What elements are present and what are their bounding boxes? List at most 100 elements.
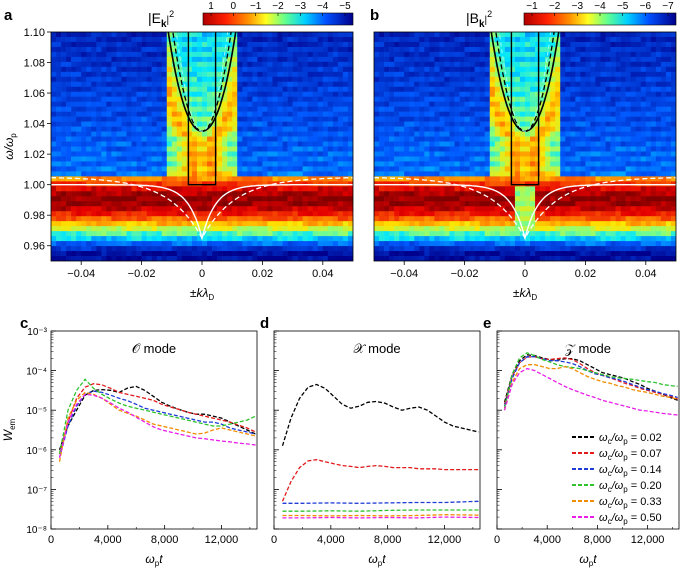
heat-cell (56, 121, 62, 127)
heat-cell (307, 221, 314, 227)
heat-cell (630, 201, 637, 207)
heat-cell (389, 61, 395, 68)
heat-cell (459, 51, 465, 58)
heat-cell (555, 61, 561, 68)
heat-cell (287, 231, 293, 237)
heat-cell (399, 186, 405, 192)
heat-cell (322, 141, 329, 147)
heat-cell (141, 216, 147, 222)
heat-cell (277, 201, 283, 207)
heat-cell (464, 76, 470, 83)
heat-cell (429, 121, 435, 127)
heat-cell (327, 146, 334, 152)
heat-cell (297, 236, 303, 242)
heat-cell (322, 246, 329, 252)
heat-cell (282, 206, 288, 212)
heat-cell (389, 96, 395, 102)
heat-cell (404, 126, 410, 132)
heat-cell (545, 32, 551, 38)
heat-cell (171, 121, 178, 127)
heat-cell (605, 116, 611, 122)
heat-cell (247, 201, 253, 207)
heat-cell (384, 61, 390, 68)
heat-cell (424, 176, 430, 182)
heat-cell (166, 141, 173, 147)
colorbar-label-a: |Ek|2 (148, 9, 174, 30)
heat-cell (665, 76, 672, 83)
heat-cell (51, 196, 57, 202)
heat-cell (171, 141, 178, 147)
heat-cell (136, 161, 142, 167)
heat-cell (71, 51, 77, 58)
heat-cell (86, 56, 92, 63)
heat-cell (81, 96, 87, 102)
heat-cell (116, 101, 122, 107)
heat-cell (394, 56, 400, 63)
heat-cell (227, 106, 233, 112)
heat-cell (257, 126, 263, 132)
x-tick-label: 0 (199, 268, 205, 280)
heat-cell (111, 241, 117, 247)
heat-cell (161, 166, 168, 172)
heat-cell (272, 206, 278, 212)
heat-cell (101, 166, 107, 172)
heat-cell (514, 156, 521, 162)
heat-cell (81, 101, 87, 107)
heat-cell (287, 206, 293, 212)
heat-cell (287, 71, 293, 78)
heat-cell (86, 36, 92, 43)
heat-cell (332, 176, 339, 182)
heat-cell (242, 126, 248, 132)
heat-cell (317, 32, 324, 38)
heat-cell (61, 71, 67, 78)
heat-cell (514, 86, 521, 93)
heat-cell (71, 121, 77, 127)
heat-cell (186, 171, 193, 177)
heat-cell (247, 61, 253, 68)
heat-cell (181, 51, 188, 58)
heat-cell (590, 176, 596, 182)
heat-cell (307, 51, 314, 58)
heat-cell (474, 101, 480, 107)
heat-cell (555, 141, 561, 147)
heat-cell (207, 146, 213, 152)
heat-cell (645, 116, 652, 122)
heat-cell (429, 61, 435, 68)
heat-cell (590, 146, 596, 152)
heat-cell (56, 111, 62, 117)
heat-cell (161, 196, 168, 202)
heat-cell (86, 201, 92, 207)
heat-cell (535, 66, 541, 73)
heat-cell (550, 181, 556, 187)
heat-cell (121, 111, 127, 117)
heat-cell (196, 56, 203, 63)
heat-cell (454, 41, 460, 48)
heat-cell (414, 61, 420, 68)
heat-cell (414, 91, 420, 98)
heat-cell (660, 191, 667, 197)
heat-cell (404, 71, 410, 78)
heat-cell (191, 196, 198, 202)
heat-cell (176, 51, 183, 58)
heat-cell (337, 221, 344, 227)
heat-cell (565, 41, 571, 48)
heat-cell (96, 156, 102, 162)
heat-cell (101, 256, 107, 261)
heat-cell (267, 246, 273, 252)
heat-cell (302, 156, 308, 162)
heat-cell (560, 196, 566, 202)
heat-cell (196, 211, 203, 217)
heat-cell (257, 196, 263, 202)
heat-cell (96, 126, 102, 132)
heat-cell (227, 186, 233, 192)
heat-cell (555, 51, 561, 58)
heat-cell (81, 241, 87, 247)
heat-cell (590, 76, 596, 83)
heat-cell (227, 146, 233, 152)
heat-cell (247, 221, 253, 227)
heat-cell (580, 106, 586, 112)
heat-cell (232, 146, 238, 152)
heat-cell (404, 151, 410, 157)
heat-cell (494, 176, 501, 182)
heat-cell (655, 206, 662, 212)
